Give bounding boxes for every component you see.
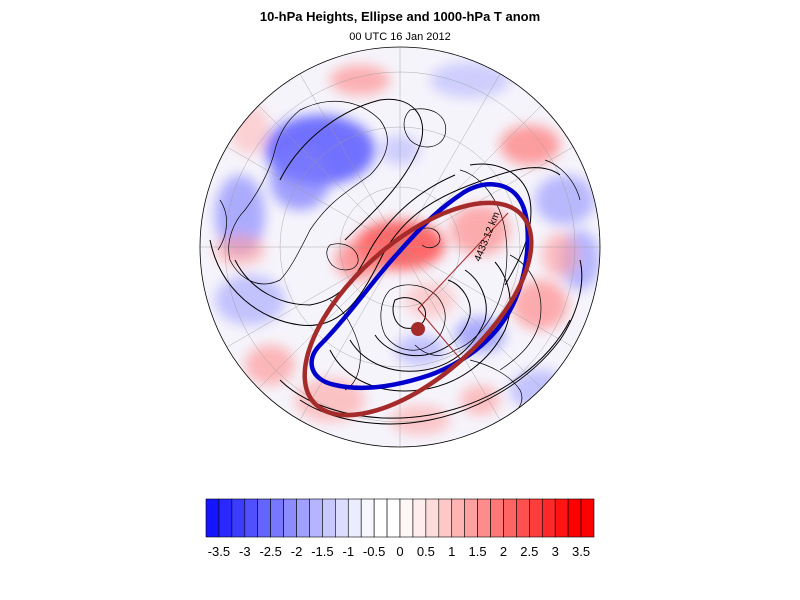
colorbar-swatch bbox=[399, 498, 414, 538]
colorbar-swatch bbox=[244, 498, 259, 538]
ellipse-center-marker bbox=[411, 322, 425, 336]
colorbar-tick-label: -2 bbox=[291, 544, 303, 559]
colorbar-swatch bbox=[257, 498, 271, 538]
colorbar bbox=[205, 498, 595, 538]
map-subtitle: 00 UTC 16 Jan 2012 bbox=[349, 31, 451, 43]
colorbar-swatch bbox=[347, 498, 362, 538]
colorbar-tick-label: 3.5 bbox=[572, 544, 590, 559]
graticule bbox=[200, 47, 600, 447]
colorbar-swatch bbox=[464, 498, 478, 538]
colorbar-tick-label: -1 bbox=[342, 544, 354, 559]
colorbar-tick-labels: -3.5 -3 -2.5 -2 -1.5 -1 -0.5 0 0.5 1 1.5 2 2.5 3 3.5 bbox=[208, 544, 590, 559]
colorbar-swatch bbox=[567, 498, 582, 538]
colorbar-tick-label: -2.5 bbox=[259, 544, 281, 559]
colorbar-tick-label: 2 bbox=[500, 544, 507, 559]
colorbar-swatch bbox=[309, 498, 323, 538]
map-title: 10-hPa Heights, Ellipse and 1000-hPa T a… bbox=[259, 9, 541, 24]
colorbar-tick-label: 3 bbox=[552, 544, 559, 559]
colorbar-tick-label: 0 bbox=[396, 544, 403, 559]
colorbar-swatch bbox=[529, 498, 543, 538]
colorbar-tick-label: 2.5 bbox=[520, 544, 538, 559]
colorbar-swatch bbox=[270, 498, 284, 538]
colorbar-swatch bbox=[205, 498, 220, 538]
colorbar-swatch bbox=[490, 498, 504, 538]
colorbar-swatch bbox=[451, 498, 465, 538]
colorbar-swatch bbox=[335, 498, 349, 538]
colorbar-tick-label: 1 bbox=[448, 544, 455, 559]
colorbar-swatch bbox=[516, 498, 530, 538]
colorbar-swatch bbox=[360, 498, 375, 538]
colorbar-tick-label: -3.5 bbox=[208, 544, 230, 559]
colorbar-swatch bbox=[283, 498, 297, 538]
colorbar-swatch bbox=[218, 498, 233, 538]
colorbar-swatch bbox=[373, 498, 388, 538]
colorbar-swatch bbox=[231, 498, 246, 538]
coastlines bbox=[217, 100, 581, 416]
colorbar-swatch bbox=[503, 498, 517, 538]
vortex-ellipse bbox=[302, 200, 534, 418]
colorbar-tick-label: -1.5 bbox=[311, 544, 333, 559]
globe-outline bbox=[199, 46, 601, 448]
colorbar-tick-label: 0.5 bbox=[417, 544, 435, 559]
globe: 4433.12 km bbox=[200, 47, 600, 447]
colorbar-swatch bbox=[412, 498, 427, 538]
colorbar-swatch bbox=[541, 498, 556, 538]
colorbar-swatch bbox=[438, 498, 453, 538]
colorbar-swatch bbox=[296, 498, 310, 538]
colorbar-swatch bbox=[322, 498, 336, 538]
colorbar-tick-label: -0.5 bbox=[363, 544, 385, 559]
colorbar-swatch bbox=[425, 498, 440, 538]
colorbar-swatch bbox=[386, 498, 401, 538]
colorbar-swatch bbox=[477, 498, 491, 538]
colorbar-tick-label: -3 bbox=[239, 544, 251, 559]
colorbar-tick-label: 1.5 bbox=[469, 544, 487, 559]
colorbar-swatch bbox=[580, 498, 595, 538]
polar-vortex-edge-contour bbox=[309, 182, 531, 391]
colorbar-swatch bbox=[554, 498, 569, 538]
